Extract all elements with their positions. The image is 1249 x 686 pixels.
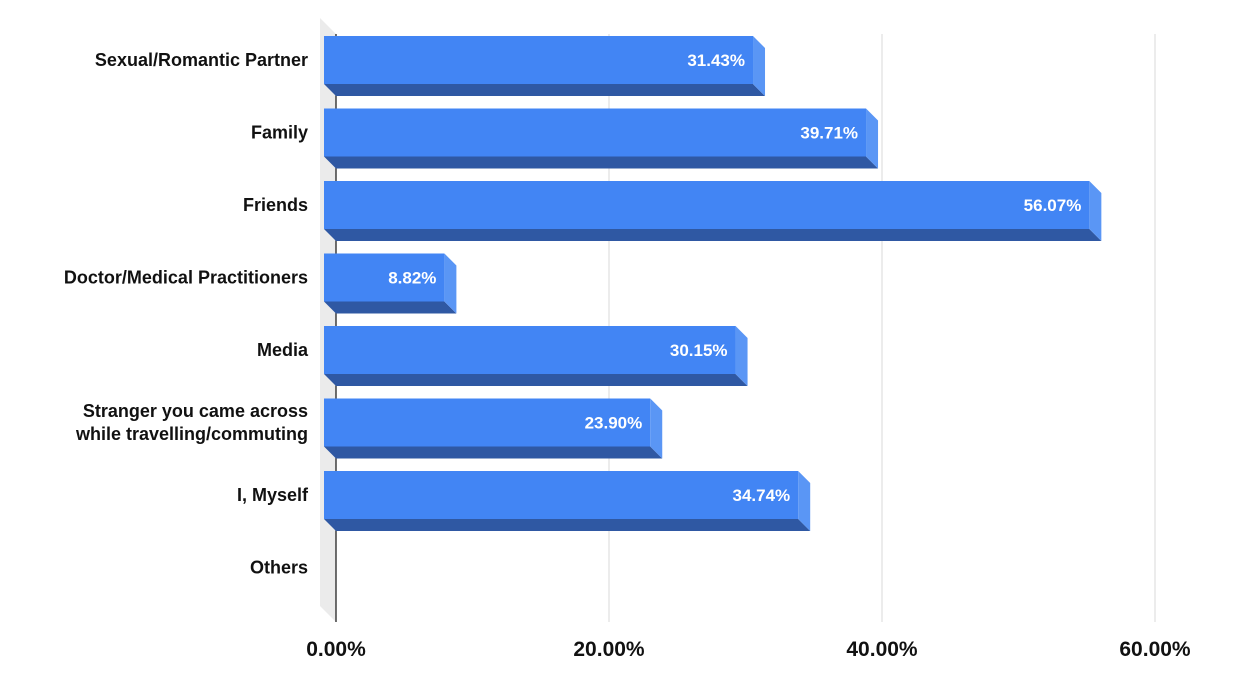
bar-face: [324, 108, 867, 157]
category-label: Media: [257, 340, 309, 360]
bar: 34.74%: [324, 471, 811, 531]
category-label: Sexual/Romantic Partner: [95, 50, 308, 70]
bar-side: [753, 36, 766, 96]
bar-side: [866, 108, 879, 169]
bar-face: [324, 36, 754, 84]
category-label: Doctor/Medical Practitioners: [64, 268, 308, 288]
bar-value-label: 23.90%: [585, 414, 643, 433]
category-label: I, Myself: [237, 485, 309, 505]
bar-bottom: [324, 446, 663, 459]
bar-face: [324, 326, 736, 374]
bar-bottom: [324, 519, 811, 531]
bar: 8.82%: [324, 253, 457, 314]
category-label-line: Media: [257, 340, 309, 360]
bar-bottom: [324, 229, 1102, 241]
bar-face: [324, 253, 445, 302]
bar-bottom: [324, 156, 879, 169]
category-label-line: Others: [250, 558, 308, 578]
category-label-line: Doctor/Medical Practitioners: [64, 268, 308, 288]
bar-value-label: 31.43%: [687, 51, 745, 70]
category-label-line: Stranger you came across: [83, 401, 308, 421]
category-label-line: Family: [251, 123, 308, 143]
bar-value-label: 56.07%: [1024, 196, 1082, 215]
category-labels: Sexual/Romantic Partner Family Friends Doct…: [64, 50, 309, 578]
bar-bottom: [324, 84, 766, 96]
bar-side: [650, 398, 663, 459]
bar-bottom: [324, 374, 748, 386]
category-label: Friends: [243, 195, 308, 215]
bar-value-label: 39.71%: [800, 124, 858, 143]
bar-value-label: 30.15%: [670, 341, 728, 360]
bar-value-label: 8.82%: [388, 269, 436, 288]
bars: 31.43% 39.71% 56.07% 8.82% 30.15% 23.90% 34.74…: [324, 36, 1102, 531]
category-label: Others: [250, 558, 308, 578]
bar: 31.43%: [324, 36, 766, 96]
x-axis-ticks: 0.00% 20.00% 40.00% 60.00%: [306, 638, 1191, 661]
bar: 39.71%: [324, 108, 879, 169]
bar-bottom: [324, 301, 457, 314]
bar-side: [1089, 181, 1102, 241]
bar: 56.07%: [324, 181, 1102, 241]
category-label: Stranger you came across while travelling…: [75, 401, 308, 444]
category-label-line: Sexual/Romantic Partner: [95, 50, 308, 70]
category-label-line: I, Myself: [237, 485, 309, 505]
x-tick-label: 40.00%: [846, 638, 918, 661]
bar-face: [324, 471, 799, 519]
bar-value-label: 34.74%: [733, 486, 791, 505]
category-label-line: Friends: [243, 195, 308, 215]
bar-face: [324, 398, 651, 447]
bar-side: [735, 326, 748, 386]
category-label-line: while travelling/commuting: [75, 424, 308, 444]
x-tick-label: 0.00%: [306, 638, 366, 661]
bar: 23.90%: [324, 398, 663, 459]
x-tick-label: 20.00%: [573, 638, 645, 661]
x-tick-label: 60.00%: [1119, 638, 1191, 661]
bar: 30.15%: [324, 326, 748, 386]
bar-side: [444, 253, 457, 314]
category-label: Family: [251, 123, 308, 143]
bar-face: [324, 181, 1090, 229]
bar-side: [798, 471, 811, 531]
